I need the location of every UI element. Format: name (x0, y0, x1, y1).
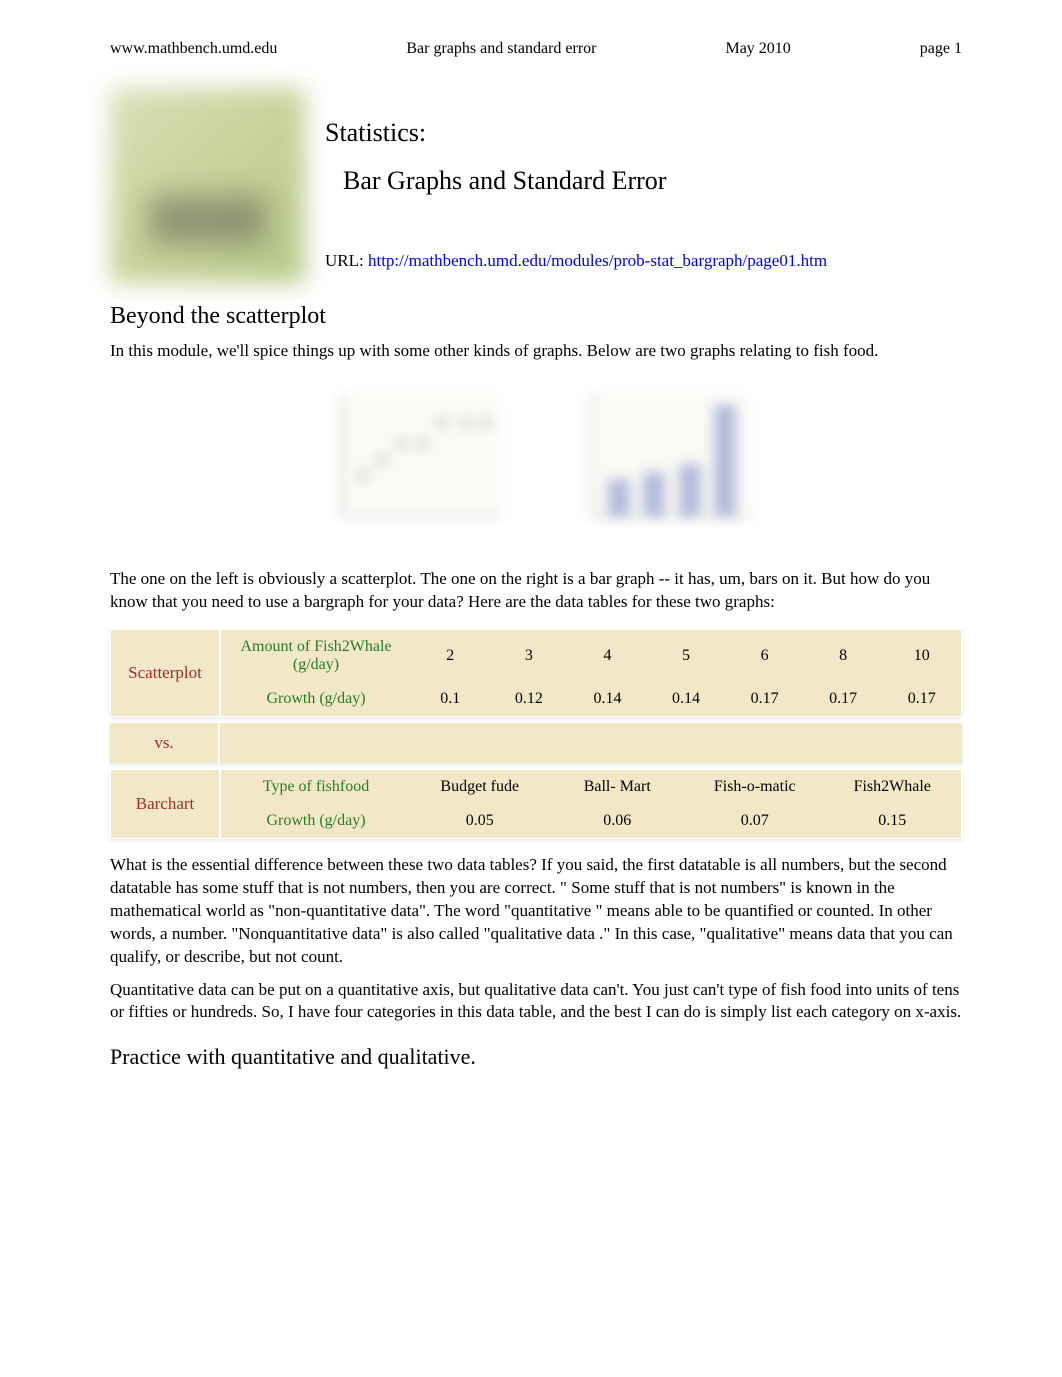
section-heading-practice: Practice with quantitative and qualitati… (110, 1044, 962, 1070)
paragraph-intro: In this module, we'll spice things up wi… (110, 340, 962, 363)
paragraph-difference: What is the essential difference between… (110, 854, 962, 969)
title-line-2: Bar Graphs and Standard Error (343, 166, 827, 196)
bar-row1-head: Type of fishfood (221, 778, 411, 796)
scatter-y-cell-5: 0.17 (804, 690, 883, 708)
graphs-preview-row (110, 383, 962, 543)
barchart-table: Barchart Type of fishfood Budget fudeBal… (110, 769, 962, 839)
preview-bar (608, 479, 630, 516)
scatter-x-cell-3: 5 (647, 647, 726, 665)
title-line-1: Statistics: (325, 118, 827, 148)
section-heading-beyond: Beyond the scatterplot (110, 303, 962, 330)
scatter-y-cell-6: 0.17 (882, 690, 961, 708)
bar-cat-cell-0: Budget fude (411, 778, 549, 796)
bar-val-cell-3: 0.15 (824, 812, 962, 830)
scatter-row1-head: Amount of Fish2Whale (g/day) (221, 638, 411, 674)
barchart-table-label: Barchart (111, 770, 221, 838)
url-label: URL: (325, 251, 368, 270)
preview-bar (714, 405, 736, 516)
page-header: www.mathbench.umd.edu Bar graphs and sta… (110, 40, 962, 58)
scatter-x-cell-0: 2 (411, 647, 490, 665)
scatter-x-cell-2: 4 (568, 647, 647, 665)
header-site: www.mathbench.umd.edu (110, 40, 277, 58)
scatter-y-cell-3: 0.14 (647, 690, 726, 708)
scatterplot-table-label: Scatterplot (111, 630, 221, 716)
scatter-y-cell-1: 0.12 (490, 690, 569, 708)
bar-val-cell-1: 0.06 (549, 812, 687, 830)
module-thumbnail (110, 88, 305, 283)
scatter-dot (462, 419, 470, 427)
bar-val-cell-0: 0.05 (411, 812, 549, 830)
scatter-y-cell-0: 0.1 (411, 690, 490, 708)
bar-cat-cell-2: Fish-o-matic (686, 778, 824, 796)
url-line: URL: http://mathbench.umd.edu/modules/pr… (325, 251, 827, 271)
header-date: May 2010 (725, 40, 790, 58)
header-page: page 1 (920, 40, 962, 58)
paragraph-quant-axis: Quantitative data can be put on a quanti… (110, 979, 962, 1025)
scatter-row2-head: Growth (g/day) (221, 690, 411, 708)
vs-row: vs. (110, 723, 962, 763)
scatter-dot (419, 440, 427, 448)
scatterplot-table: Scatterplot Amount of Fish2Whale (g/day)… (110, 629, 962, 717)
preview-bar (643, 472, 665, 516)
scatter-y-cell-2: 0.14 (568, 690, 647, 708)
scatter-dot (398, 440, 406, 448)
scatter-x-cell-5: 8 (804, 647, 883, 665)
bar-cat-cell-1: Ball- Mart (549, 778, 687, 796)
scatterplot-preview (311, 383, 511, 543)
bar-row2-head: Growth (g/day) (221, 812, 411, 830)
scatter-y-cell-4: 0.17 (725, 690, 804, 708)
preview-bar (679, 464, 701, 516)
scatter-dot (438, 419, 446, 427)
scatter-dot (482, 419, 490, 427)
vs-label: vs. (110, 723, 220, 763)
barchart-preview (561, 383, 761, 543)
title-block: Statistics: Bar Graphs and Standard Erro… (110, 88, 962, 283)
scatter-x-cell-1: 3 (490, 647, 569, 665)
bar-val-cell-2: 0.07 (686, 812, 824, 830)
module-url-link[interactable]: http://mathbench.umd.edu/modules/prob-st… (368, 251, 827, 270)
scatter-dot (359, 471, 367, 479)
header-topic: Bar graphs and standard error (406, 40, 596, 58)
data-tables: Scatterplot Amount of Fish2Whale (g/day)… (110, 629, 962, 839)
scatter-x-cell-4: 6 (725, 647, 804, 665)
bar-cat-cell-3: Fish2Whale (824, 778, 962, 796)
scatter-x-cell-6: 10 (882, 647, 961, 665)
scatter-dot (378, 456, 386, 464)
paragraph-which-graph: The one on the left is obviously a scatt… (110, 568, 962, 614)
